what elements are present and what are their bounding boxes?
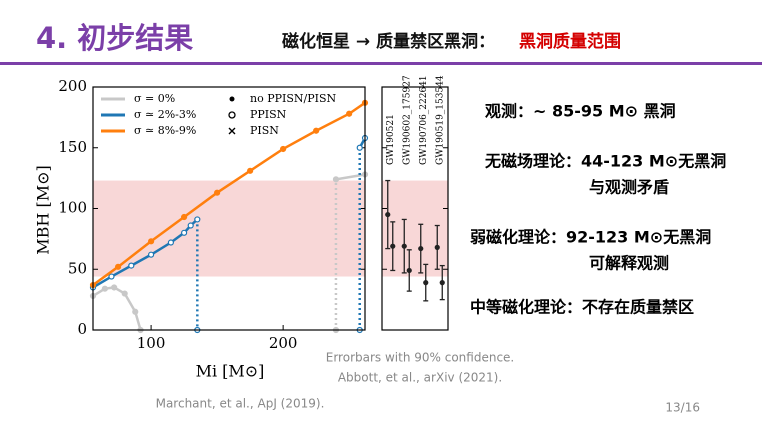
slide-subtitle: 磁化恒星 → 质量禁区黑洞：	[282, 31, 495, 52]
category-label: GW190519_153544	[435, 75, 445, 165]
point	[439, 280, 445, 286]
caption: Marchant, et al., ApJ (2019).	[156, 397, 325, 411]
y-tick-label: 150	[58, 138, 87, 156]
x-tick-label: 200	[269, 334, 298, 352]
note: 无磁场理论：44-123 M⊙无黑洞	[484, 152, 726, 171]
legend-label: no PPISN/PISN	[250, 92, 337, 105]
note: 中等磁化理论：不存在质量禁区	[470, 298, 694, 317]
y-tick-label: 200	[58, 77, 87, 95]
point	[111, 284, 118, 291]
slide-highlight: 黑洞质量范围	[519, 31, 621, 52]
x-tick-label: 100	[137, 334, 166, 352]
note: 弱磁化理论：92-123 M⊙无黑洞	[470, 228, 711, 247]
legend-label: σ ≃ 2%-3%	[134, 108, 196, 121]
category-label: GW190521	[386, 114, 396, 165]
point	[181, 229, 188, 236]
y-tick-label: 100	[58, 199, 87, 217]
legend-label: PPISN	[250, 108, 287, 121]
point	[101, 285, 108, 292]
legend-label: σ ≃ 8%-9%	[134, 124, 196, 137]
point	[423, 280, 429, 286]
slide-title: 4. 初步结果	[36, 21, 193, 55]
note: 观测：~ 85-95 M⊙ 黑洞	[485, 102, 676, 121]
point	[121, 290, 128, 297]
shaded-range	[382, 180, 448, 277]
point	[406, 267, 412, 274]
point	[147, 238, 155, 245]
plot-frame	[381, 86, 449, 331]
legend-label: σ = 0%	[134, 92, 175, 105]
note: 可解释观测	[589, 254, 669, 273]
point	[128, 262, 135, 269]
legend-marker	[228, 127, 236, 135]
point	[114, 263, 122, 270]
page-number: 13/16	[665, 401, 700, 415]
point	[132, 308, 139, 315]
caption: Errorbars with 90% confidence.	[326, 351, 514, 365]
point	[167, 239, 175, 246]
plot-frame	[92, 86, 366, 331]
point	[280, 145, 287, 153]
note: 与观测矛盾	[589, 178, 669, 197]
header-rule	[0, 62, 762, 65]
y-tick-label: 50	[68, 259, 87, 277]
point	[356, 144, 363, 151]
point	[390, 243, 396, 249]
x-axis-label: Mi [M⊙]	[196, 362, 265, 381]
point	[401, 243, 407, 249]
point	[346, 110, 353, 117]
point	[313, 127, 320, 134]
series-line	[92, 101, 366, 287]
point	[214, 189, 221, 196]
point	[418, 245, 424, 252]
point	[147, 251, 155, 258]
category-label: GW190706_222641	[419, 75, 429, 165]
point	[194, 216, 201, 223]
category-label: GW190602_175927	[402, 75, 412, 165]
point	[385, 211, 391, 218]
legend-marker	[229, 96, 235, 102]
caption: Abbott, et al., arXiv (2021).	[338, 371, 502, 385]
point	[434, 244, 440, 250]
point	[181, 213, 188, 221]
point	[332, 176, 340, 183]
y-axis-label: MBH [M⊙]	[34, 165, 53, 254]
legend-label: PISN	[250, 124, 279, 137]
legend-marker	[228, 111, 236, 119]
shaded-range	[93, 180, 365, 277]
point	[247, 167, 254, 174]
point	[108, 273, 115, 280]
y-tick-label: 0	[77, 320, 87, 338]
point	[187, 222, 194, 229]
